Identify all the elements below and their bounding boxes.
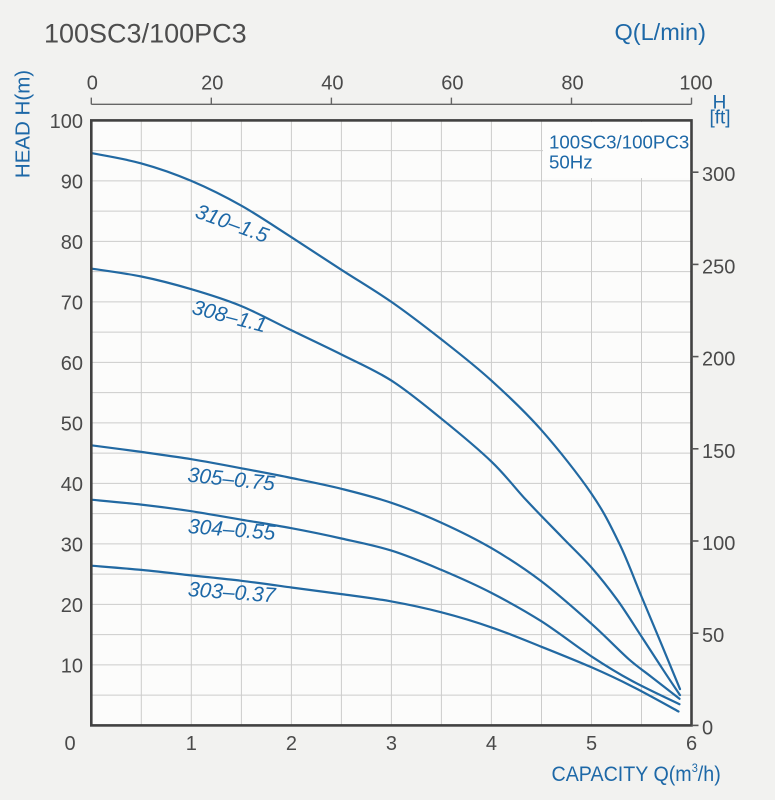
svg-text:100: 100 (50, 111, 83, 133)
svg-text:H: H (713, 93, 727, 114)
svg-text:100: 100 (702, 533, 735, 555)
svg-text:100: 100 (679, 73, 712, 95)
svg-text:70: 70 (61, 292, 83, 314)
svg-text:40: 40 (321, 73, 343, 95)
svg-text:20: 20 (61, 595, 83, 617)
svg-text:200: 200 (702, 349, 735, 371)
svg-text:0: 0 (702, 717, 713, 739)
svg-text:80: 80 (61, 232, 83, 254)
svg-text:60: 60 (441, 73, 463, 95)
svg-text:20: 20 (201, 73, 223, 95)
svg-text:[ft]: [ft] (709, 108, 730, 129)
svg-text:90: 90 (61, 171, 83, 193)
svg-text:10: 10 (61, 655, 83, 677)
svg-text:3: 3 (386, 733, 397, 755)
svg-text:100SC3/100PC3: 100SC3/100PC3 (44, 19, 247, 49)
svg-text:60: 60 (61, 353, 83, 375)
svg-text:50: 50 (702, 625, 724, 647)
svg-text:4: 4 (486, 733, 497, 755)
svg-text:5: 5 (586, 733, 597, 755)
svg-text:250: 250 (702, 256, 735, 278)
svg-text:0: 0 (64, 733, 75, 755)
svg-text:80: 80 (561, 73, 583, 95)
svg-text:150: 150 (702, 441, 735, 463)
svg-text:6: 6 (686, 733, 697, 755)
svg-text:100SC3/100PC3: 100SC3/100PC3 (549, 132, 689, 153)
svg-text:0: 0 (87, 73, 98, 95)
svg-text:HEAD H(m): HEAD H(m) (12, 70, 35, 178)
svg-text:2: 2 (286, 733, 297, 755)
svg-text:Q(L/min): Q(L/min) (615, 19, 706, 45)
svg-text:1: 1 (186, 733, 197, 755)
svg-text:40: 40 (61, 474, 83, 496)
svg-text:50Hz: 50Hz (549, 152, 593, 173)
svg-text:300: 300 (702, 164, 735, 186)
svg-text:50: 50 (61, 413, 83, 435)
svg-text:CAPACITY Q(m3/h): CAPACITY Q(m3/h) (552, 762, 721, 786)
svg-text:30: 30 (61, 534, 83, 556)
